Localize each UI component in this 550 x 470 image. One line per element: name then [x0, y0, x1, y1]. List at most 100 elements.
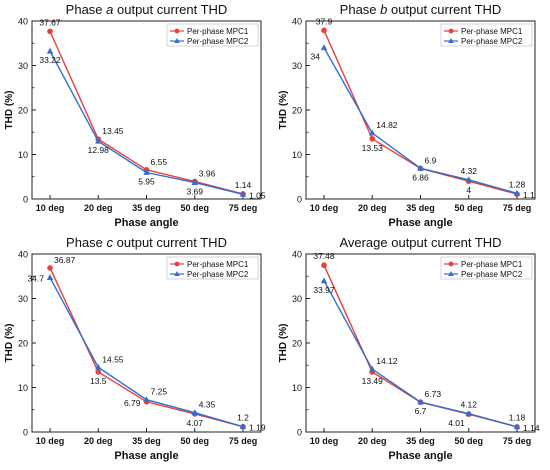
data-point-mpc2: [191, 409, 198, 416]
x-axis-label: Phase angle: [388, 450, 452, 462]
y-tick-label: 40: [18, 250, 28, 260]
data-label: 34: [311, 52, 321, 62]
data-point-mpc2: [46, 274, 54, 280]
y-axis-label: THD (%): [4, 324, 15, 363]
data-point-mpc2: [143, 169, 150, 175]
y-tick-label: 20: [292, 339, 302, 349]
data-point-mpc1: [321, 262, 327, 269]
y-tick-label: 10: [18, 150, 28, 160]
legend-box: [166, 256, 259, 280]
data-point-mpc2: [417, 398, 424, 405]
data-label: 14.12: [376, 356, 398, 366]
data-label: 1.19: [249, 423, 266, 433]
y-tick-label: 0: [297, 195, 302, 205]
data-point-mpc2: [320, 44, 328, 51]
y-axis-label: THD (%): [278, 91, 289, 130]
legend-label: Per-phase MPC2: [461, 270, 523, 279]
data-label: 6.73: [425, 389, 442, 399]
data-label: 13.53: [362, 143, 384, 153]
x-tick-label: 20 deg: [84, 203, 113, 213]
legend-label: Per-phase MPC2: [187, 270, 249, 279]
legend-box: [440, 256, 533, 280]
data-label: 6.9: [425, 155, 437, 165]
legend-box: [440, 23, 533, 47]
data-point-mpc1: [95, 369, 102, 375]
chart-panel-3: Phase c output current THD 0 10 20 30 40 10 de…: [4, 235, 266, 462]
y-tick-label: 40: [18, 17, 28, 27]
data-point-mpc1: [47, 28, 53, 35]
x-tick-label: 35 deg: [132, 436, 161, 446]
data-point-mpc1: [47, 265, 53, 271]
chart-panel-4: Average output current THD 0 10 20 30 40 10 de…: [278, 235, 540, 462]
chart-title-part: Phase: [66, 2, 106, 17]
data-label: 1.05: [249, 190, 266, 200]
legend-label: Per-phase MPC1: [461, 260, 523, 269]
data-point-mpc1: [321, 27, 327, 34]
data-label: 4.12: [460, 400, 477, 410]
legend-label: Per-phase MPC2: [187, 37, 249, 46]
data-label: 5.95: [138, 177, 155, 187]
x-tick-label: 20 deg: [358, 436, 387, 446]
data-label: 4.35: [199, 400, 216, 410]
data-point-mpc2: [369, 129, 376, 136]
data-label: 13.49: [362, 376, 384, 386]
chart-title: Phase a output current THD: [66, 2, 228, 17]
chart-title: Phase b output current THD: [340, 2, 502, 17]
data-point-mpc2: [46, 47, 54, 54]
chart-title: Average output current THD: [339, 235, 501, 250]
data-point-mpc2: [95, 363, 102, 370]
data-label: 4.01: [448, 418, 465, 428]
data-point-mpc2: [239, 190, 247, 197]
legend-marker: [174, 271, 180, 276]
x-axis-label: Phase angle: [388, 217, 452, 229]
legend-marker: [448, 261, 454, 267]
data-label: 12.98: [88, 145, 110, 155]
data-point-mpc2: [95, 137, 102, 144]
data-label: 33.97: [313, 285, 335, 295]
x-tick-label: 10 deg: [310, 436, 339, 446]
data-label: 7.25: [151, 387, 168, 397]
legend-label: Per-phase MPC1: [187, 27, 249, 36]
data-label: 6.79: [124, 398, 141, 408]
data-label: 36.87: [54, 255, 76, 265]
y-tick-label: 20: [292, 106, 302, 116]
legend-marker: [174, 38, 180, 43]
legend-marker: [448, 38, 454, 43]
data-label: 3.96: [199, 168, 216, 178]
y-axis-label: THD (%): [278, 324, 289, 363]
data-point-mpc2: [191, 179, 198, 185]
chart-title-part: output current THD: [113, 2, 227, 17]
y-tick-label: 40: [292, 17, 302, 27]
x-tick-label: 50 deg: [180, 203, 209, 213]
x-tick-label: 75 deg: [229, 436, 258, 446]
data-label: 4.32: [460, 166, 477, 176]
chart-title-part: Average output current THD: [339, 235, 501, 250]
legend-marker: [448, 28, 454, 34]
legend-label: Per-phase MPC1: [187, 260, 249, 269]
data-label: 6.86: [412, 172, 429, 182]
legend-marker: [448, 271, 454, 276]
data-point-mpc2: [465, 176, 472, 183]
chart-panel-1: Phase a output current THD 0 10 20 30 40 10 de…: [4, 2, 266, 229]
chart-title-part: c: [107, 235, 114, 250]
y-tick-label: 0: [23, 195, 28, 205]
x-tick-label: 35 deg: [406, 203, 435, 213]
legend-label: Per-phase MPC1: [461, 27, 523, 36]
x-tick-label: 20 deg: [358, 203, 387, 213]
series-line-mpc2: [323, 47, 518, 194]
y-tick-label: 0: [23, 428, 28, 438]
data-label: 4.07: [186, 418, 203, 428]
chart-title: Phase c output current THD: [66, 235, 227, 250]
data-point-mpc1: [369, 135, 376, 142]
y-tick-label: 0: [297, 428, 302, 438]
data-label: 37.9: [316, 16, 333, 26]
legend-marker: [174, 28, 180, 34]
data-point-mpc2: [239, 423, 247, 430]
x-axis-label: Phase angle: [114, 217, 178, 229]
chart-panel-2: Phase b output current THD 0 10 20 30 40 10 de…: [278, 2, 536, 229]
